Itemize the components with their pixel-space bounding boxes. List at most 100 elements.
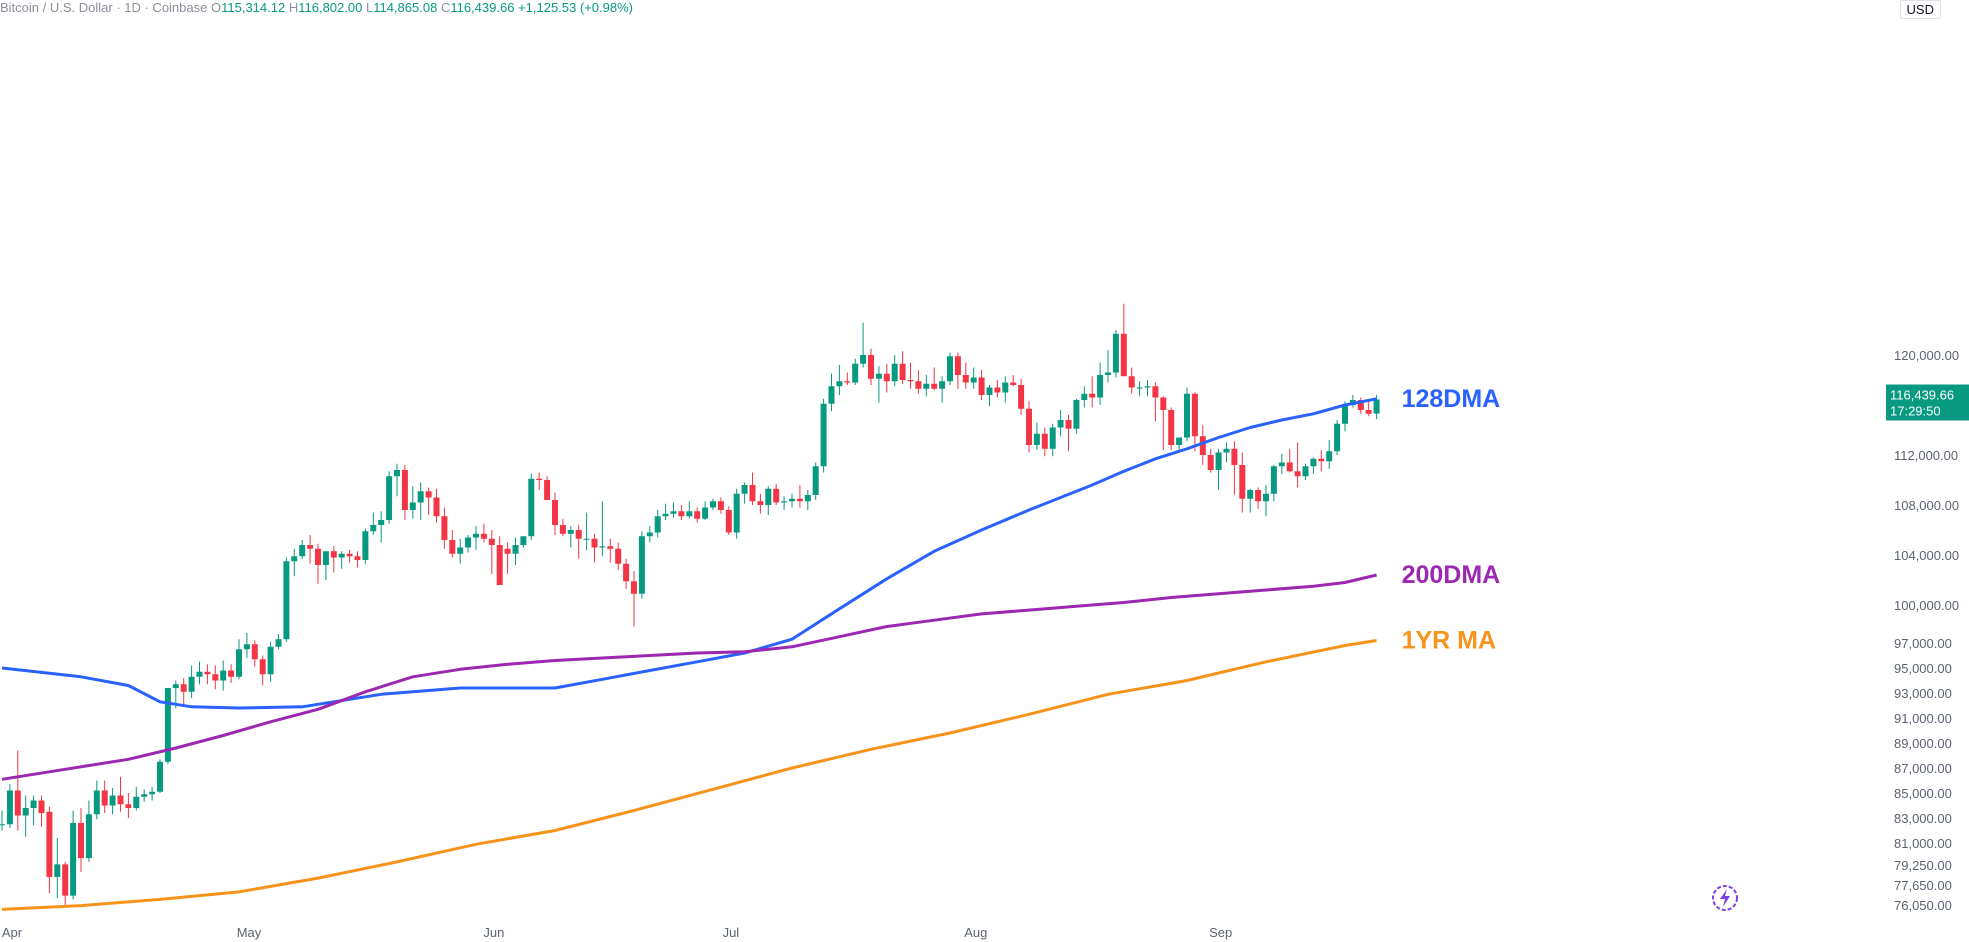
candle: [923, 375, 930, 397]
candle: [496, 536, 503, 585]
candle-body: [741, 485, 748, 494]
candle: [883, 363, 890, 393]
candle-body: [0, 824, 5, 826]
candle: [425, 487, 432, 515]
candle-body: [702, 507, 709, 519]
symbol-title[interactable]: Bitcoin / U.S. Dollar · 1D · Coinbase: [0, 0, 208, 15]
candle: [623, 558, 630, 589]
candle-body: [346, 553, 353, 557]
candle: [196, 661, 203, 685]
candle: [1065, 415, 1072, 452]
candle-body: [1120, 333, 1127, 377]
candle: [733, 488, 740, 539]
candle: [236, 639, 242, 680]
candle: [1018, 378, 1025, 415]
candle-body: [465, 537, 472, 548]
candle-body: [157, 761, 163, 792]
candle: [85, 800, 92, 862]
candle-body: [804, 495, 811, 502]
candle-body: [796, 498, 803, 502]
candle: [101, 780, 108, 813]
candle: [1002, 376, 1009, 403]
candle: [275, 634, 282, 650]
candle-body: [765, 488, 772, 505]
candle: [1207, 448, 1214, 473]
candle-body: [275, 639, 282, 647]
candle: [1255, 487, 1262, 509]
candle-body: [1318, 458, 1325, 462]
candle: [670, 502, 677, 518]
lightning-icon[interactable]: [1710, 883, 1740, 913]
y-axis[interactable]: 76,050.00 77,650.00 79,250.00 81,000.00 83,0…: [1894, 348, 1959, 913]
candle-body: [1065, 420, 1072, 429]
candle: [1247, 488, 1254, 513]
candle-body: [512, 545, 519, 554]
candle-body: [1176, 437, 1183, 445]
candle-body: [1286, 462, 1293, 472]
candle: [370, 512, 377, 535]
open-value: 115,314.12: [221, 0, 286, 15]
candle-body: [962, 375, 969, 383]
candle: [473, 526, 479, 550]
candle: [528, 473, 535, 540]
candle-body: [978, 377, 985, 395]
candle-body: [638, 536, 645, 594]
candle: [591, 533, 598, 563]
candle-body: [733, 493, 740, 533]
y-tick-label: 79,250.00: [1894, 858, 1952, 873]
candle: [409, 486, 416, 519]
candle-body: [1310, 458, 1317, 467]
candle: [931, 367, 938, 390]
candle-body: [615, 548, 622, 564]
y-tick-label: 81,000.00: [1894, 836, 1952, 851]
candle-body: [109, 795, 116, 806]
candle-body: [149, 791, 156, 795]
candle: [1310, 457, 1317, 474]
candle-body: [528, 478, 535, 537]
candle: [283, 557, 290, 642]
candle-body: [725, 510, 732, 533]
y-tick-label: 91,000.00: [1894, 711, 1952, 726]
candle-body: [283, 561, 290, 640]
candle-body: [1191, 393, 1198, 437]
candle-body: [757, 501, 764, 505]
candle-body: [1342, 405, 1348, 424]
low-label: L: [365, 0, 374, 15]
candle: [267, 641, 274, 682]
candle-body: [1239, 465, 1246, 499]
candle: [204, 664, 211, 685]
candle: [1270, 465, 1277, 502]
candle-body: [70, 823, 77, 896]
candle: [1294, 442, 1301, 488]
candle: [678, 505, 685, 520]
x-axis[interactable]: Apr May Jun Jul Aug Sep: [2, 925, 1232, 940]
candle: [330, 546, 337, 573]
ma-line-128dma: [1, 397, 1377, 710]
candle-body: [836, 381, 843, 387]
y-tick-label: 108,000.00: [1894, 498, 1959, 513]
candle-body: [1160, 397, 1167, 410]
candle-body: [299, 545, 306, 557]
candle-body: [1302, 466, 1309, 477]
candle-body: [552, 500, 558, 525]
candle: [1144, 380, 1151, 397]
candle-body: [62, 864, 69, 896]
candle-body: [1334, 423, 1341, 452]
candle-body: [820, 403, 827, 467]
candle: [465, 535, 472, 553]
candle: [559, 518, 566, 537]
candle-body: [1049, 427, 1056, 449]
x-tick-label: Jul: [723, 925, 740, 940]
candle-body: [1255, 490, 1262, 502]
candle: [520, 536, 527, 548]
low-value: 114,865.08: [373, 0, 438, 15]
candle-body: [994, 387, 1001, 393]
x-tick-label: May: [237, 925, 262, 940]
currency-selector[interactable]: USD: [1899, 0, 1941, 19]
candle: [315, 543, 321, 584]
ma-line-1yr-ma: [1, 639, 1377, 911]
candle: [536, 472, 543, 490]
candle: [1136, 381, 1143, 397]
y-tick-label: 76,050.00: [1894, 898, 1952, 913]
